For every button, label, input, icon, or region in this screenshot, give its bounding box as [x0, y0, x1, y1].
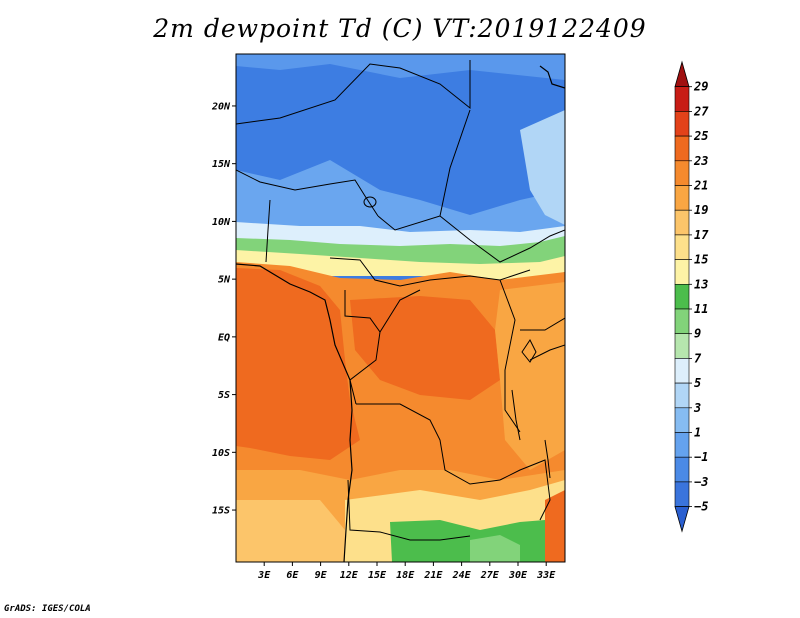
colorbar-swatch — [674, 407, 690, 433]
border-sahel-west — [236, 169, 379, 217]
lat-tick-label: 15S — [212, 506, 230, 517]
colorbar-label: 3 — [693, 401, 701, 415]
latitude-axis: 20N 15N 10N 5N EQ 5S 10S 15S — [211, 101, 236, 517]
field-south-green-light — [470, 535, 520, 562]
lake-malawi — [544, 439, 551, 479]
field-southeast-red — [545, 490, 565, 562]
lakes — [363, 196, 551, 479]
longitude-axis: 3E 6E 9E 12E 15E 18E 21E 24E 27E 30E 33E — [257, 562, 556, 581]
border-car-south — [329, 257, 531, 287]
colorbar-label: −3 — [694, 475, 708, 489]
colorbar-swatch — [674, 382, 690, 409]
colorbar-label: 7 — [694, 351, 702, 365]
lat-tick-label: 5N — [218, 275, 231, 286]
colorbar-swatch — [674, 111, 690, 137]
lake-victoria — [521, 339, 537, 363]
colorbar-label: 19 — [694, 203, 708, 217]
dewpoint-field — [236, 54, 565, 562]
border-sudan-south — [439, 215, 565, 263]
border-benin-nigeria — [265, 199, 271, 263]
colorbar-swatch — [674, 333, 690, 359]
grads-credit: GrADS: IGES/COLA — [4, 604, 91, 614]
colorbar-label: 17 — [694, 228, 709, 242]
lon-tick-label: 3E — [257, 570, 271, 581]
lake-chad — [363, 196, 377, 208]
colorbar-label: 23 — [693, 154, 708, 168]
field-basin-red — [350, 296, 500, 400]
border-zambia — [499, 459, 551, 521]
colorbar-swatch — [674, 160, 690, 186]
lat-tick-label: 10S — [212, 448, 230, 459]
colorbar-swatch — [674, 456, 690, 483]
colorbar-swatch — [674, 185, 690, 211]
coast-red-sea — [539, 65, 565, 89]
colorbar-label: 9 — [694, 327, 701, 341]
colorbar-label: 1 — [694, 426, 701, 440]
colorbar-label: 13 — [694, 277, 708, 291]
field-east-pale-blue — [520, 110, 565, 225]
colorbar-label: 27 — [693, 104, 709, 118]
field-mid-light-blue — [236, 160, 565, 242]
colorbar-top-triangle — [674, 60, 690, 88]
colorbar-swatch — [674, 209, 690, 236]
lon-tick-label: 9E — [315, 570, 328, 581]
colorbar-swatch — [674, 86, 690, 112]
lake-tanganyika — [511, 389, 521, 441]
map-frame — [235, 53, 566, 563]
border-namibia — [347, 479, 471, 541]
lat-tick-label: 15N — [212, 159, 231, 170]
lat-tick-label: EQ — [218, 332, 230, 343]
coast-west-africa — [236, 263, 353, 562]
coastlines — [236, 65, 565, 562]
country-borders — [236, 60, 565, 541]
colorbar-swatch — [674, 481, 690, 507]
border-sahara — [236, 60, 471, 125]
colorbar-label: 11 — [694, 302, 708, 316]
lat-tick-label: 20N — [211, 101, 231, 112]
colorbar-swatch — [674, 432, 690, 458]
colorbar-label: 29 — [693, 80, 708, 94]
lat-tick-label: 5S — [218, 390, 230, 401]
lon-tick-label: 21E — [423, 570, 443, 581]
colorbar-bottom-triangle — [674, 506, 690, 533]
lon-tick-label: 24E — [452, 570, 472, 581]
lon-tick-label: 27E — [480, 570, 500, 581]
colorbar-swatch — [674, 358, 690, 384]
colorbar-label: −5 — [694, 500, 708, 514]
lon-tick-label: 33E — [536, 570, 556, 581]
colorbar-label: 5 — [694, 376, 701, 390]
colorbar-swatch — [674, 234, 690, 260]
border-tanzania — [529, 344, 565, 361]
border-drc-north — [379, 289, 421, 333]
lon-tick-label: 12E — [340, 570, 359, 581]
colorbar-label: 25 — [693, 129, 708, 143]
map-title: 2m dewpoint Td (C) VT:2019122409 — [153, 14, 647, 43]
border-angola-drc — [356, 403, 501, 485]
lon-tick-label: 6E — [286, 570, 299, 581]
border-uganda-kenya — [520, 317, 565, 331]
colorbar-swatch — [674, 259, 690, 285]
lon-tick-label: 15E — [368, 570, 387, 581]
colorbar-swatch — [674, 308, 690, 335]
colorbar-label: 21 — [693, 179, 708, 193]
border-drc-east — [499, 279, 521, 433]
field-southwest-light — [236, 500, 345, 562]
lon-tick-label: 18E — [396, 570, 415, 581]
colorbar-label: 15 — [694, 253, 708, 267]
colorbar-swatch — [674, 283, 690, 310]
colorbar-swatch — [674, 135, 690, 162]
colorbar-label: −1 — [694, 450, 708, 464]
lat-tick-label: 10N — [212, 217, 231, 228]
lon-tick-label: 30E — [508, 570, 528, 581]
field-north-light-blue — [236, 54, 565, 80]
